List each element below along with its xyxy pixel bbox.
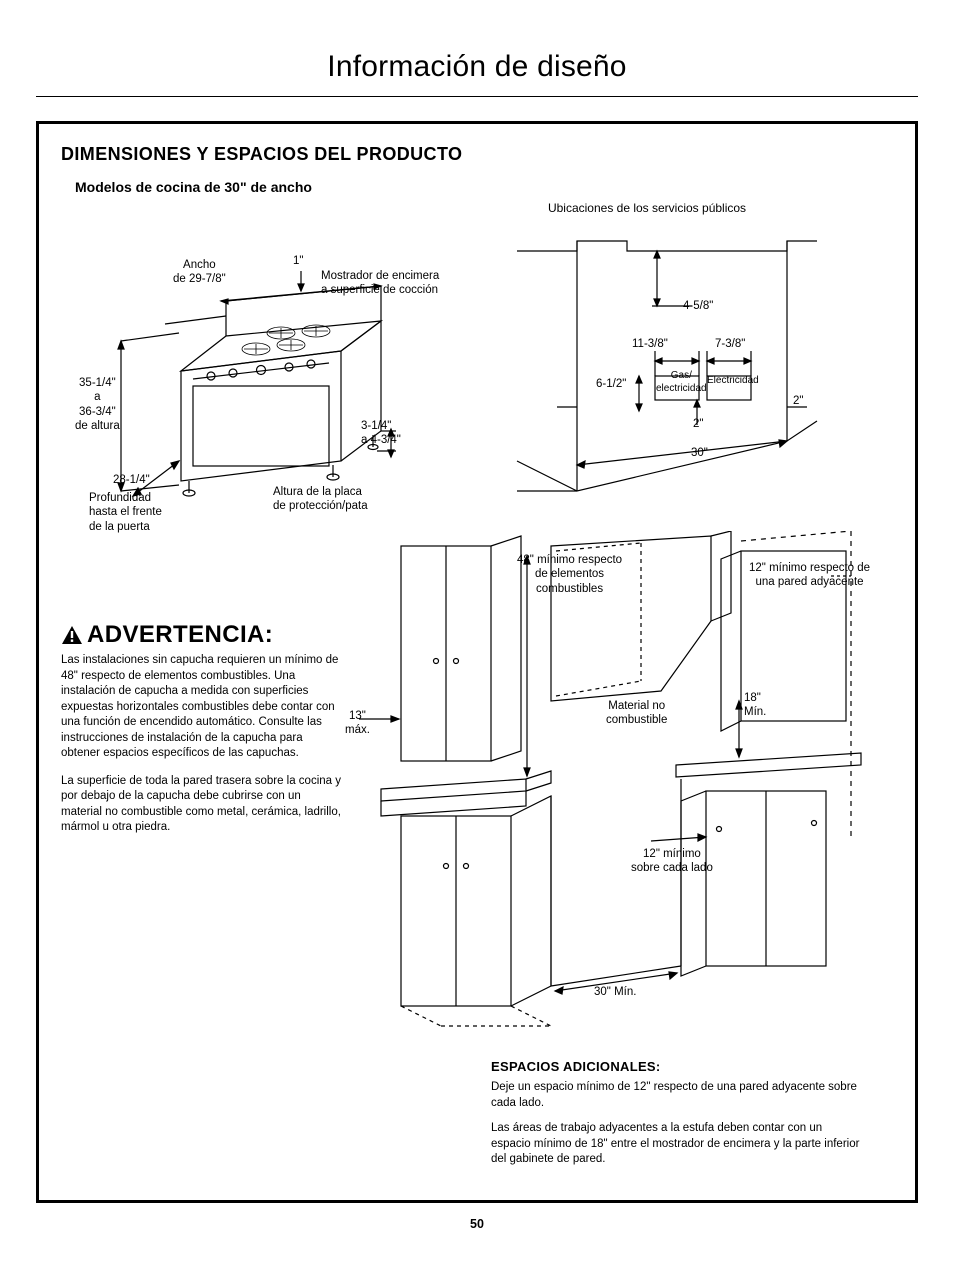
label-2a: 2" — [793, 394, 803, 408]
page: Información de diseño DIMENSIONES Y ESPA… — [0, 0, 954, 1261]
stove-diagram: Ancho de 29-7/8" 1" Mostrador de encimer… — [61, 201, 441, 521]
label-height: 35-1/4" a 36-3/4" de altura — [75, 376, 120, 434]
utilities-diagram: Ubicaciones de los servicios públicos — [457, 201, 837, 521]
utilities-title: Ubicaciones de los servicios públicos — [457, 201, 837, 215]
label-13max: 13" máx. — [345, 709, 370, 738]
page-title: Información de diseño — [36, 50, 918, 84]
label-guard: Altura de la placa de protección/pata — [273, 485, 368, 514]
lower-row: ADVERTENCIA: Las instalaciones sin capuc… — [61, 531, 893, 1051]
title-rule — [36, 96, 918, 97]
warning-heading-text: ADVERTENCIA: — [87, 621, 273, 649]
section-heading: DIMENSIONES Y ESPACIOS DEL PRODUCTO — [61, 144, 893, 165]
label-48min: 48" mínimo respecto de elementos combust… — [517, 553, 622, 596]
label-4-5-8: 4-5/8" — [683, 299, 713, 313]
label-width: Ancho de 29-7/8" — [173, 258, 226, 287]
additional-heading: ESPACIOS ADICIONALES: — [491, 1059, 893, 1074]
label-depth-val: 28-1/4" — [113, 473, 150, 487]
warning-column: ADVERTENCIA: Las instalaciones sin capuc… — [61, 531, 341, 848]
label-11-3-8: 11-3/8" — [632, 337, 668, 351]
label-noncomb: Material no combustible — [606, 699, 667, 728]
label-1in: 1" — [293, 254, 303, 268]
label-18min: 18" Mín. — [744, 691, 766, 720]
sub-heading: Modelos de cocina de 30" de ancho — [75, 179, 893, 195]
label-depth: Profundidad hasta el frente de la puerta — [89, 491, 162, 534]
label-30min: 30" Mín. — [594, 985, 636, 999]
page-number: 50 — [36, 1217, 918, 1231]
label-2b: 2" — [693, 417, 703, 431]
label-12wall: 12" mínimo respecto de una pared adyacen… — [749, 561, 870, 590]
additional-section: ESPACIOS ADICIONALES: Deje un espacio mí… — [491, 1059, 893, 1168]
label-elec: Electricidad — [707, 375, 759, 388]
label-6-1-2: 6-1/2" — [596, 377, 626, 391]
label-counter: Mostrador de encimera a superficie de co… — [321, 269, 439, 298]
label-gas-elec: Gas/ electricidad — [656, 370, 707, 395]
diagrams-row: Ancho de 29-7/8" 1" Mostrador de encimer… — [61, 201, 893, 521]
utilities-svg — [457, 221, 837, 511]
warning-para2: La superficie de toda la pared trasera s… — [61, 774, 341, 836]
kitchen-svg — [351, 531, 881, 1031]
warning-para1: Las instalaciones sin capucha requieren … — [61, 653, 341, 762]
content-box: DIMENSIONES Y ESPACIOS DEL PRODUCTO Mode… — [36, 121, 918, 1203]
additional-para1: Deje un espacio mínimo de 12" respecto d… — [491, 1080, 861, 1111]
label-guard-h: 3-1/4" a 4-3/4" — [361, 419, 401, 448]
warning-heading: ADVERTENCIA: — [61, 621, 341, 649]
label-7-3-8: 7-3/8" — [715, 337, 745, 351]
additional-para2: Las áreas de trabajo adyacentes a la est… — [491, 1121, 861, 1168]
kitchen-diagram: 48" mínimo respecto de elementos combust… — [351, 531, 881, 1051]
warning-icon — [61, 625, 83, 645]
label-12side: 12" mínimo sobre cada lado — [631, 847, 713, 876]
label-30: 30" — [691, 446, 708, 460]
